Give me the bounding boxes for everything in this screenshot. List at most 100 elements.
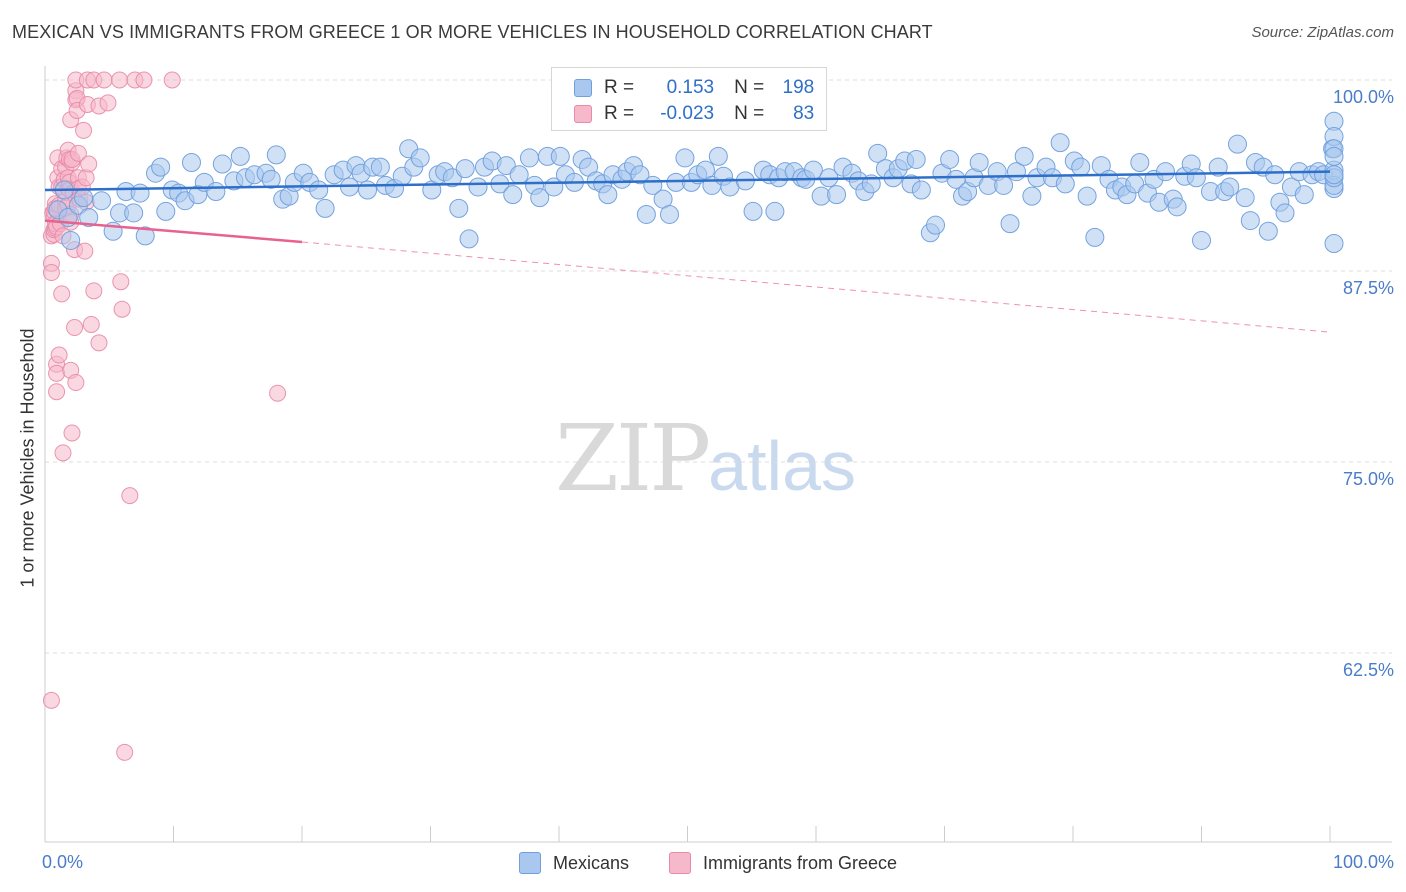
legend-r-label: R =	[604, 103, 635, 124]
data-point-mexicans	[1235, 188, 1255, 208]
data-point-mexicans	[370, 157, 390, 177]
data-point-greece	[135, 71, 153, 89]
legend-r-label: R =	[604, 77, 635, 98]
legend-row-mexicans: R = 0.153 N = 198	[574, 76, 814, 100]
data-point-greece	[42, 691, 60, 709]
data-point-mexicans	[630, 165, 650, 185]
data-point-mexicans	[765, 201, 785, 221]
data-point-greece	[50, 346, 68, 364]
y-tick-label-75: 75.0%	[1342, 469, 1394, 489]
legend-label-greece: Immigrants from Greece	[703, 852, 898, 873]
data-point-mexicans	[519, 148, 539, 168]
data-point-mexicans	[1055, 174, 1075, 194]
data-point-mexicans	[156, 201, 176, 221]
data-point-mexicans	[503, 185, 523, 205]
data-point-mexicans	[61, 230, 81, 250]
data-point-mexicans	[1085, 227, 1105, 247]
y-axis-label: 1 or more Vehicles in Household	[17, 328, 38, 588]
legend-r-value: -0.023	[660, 103, 715, 124]
legend-label-mexicans: Mexicans	[553, 852, 630, 873]
data-point-mexicans	[358, 180, 378, 200]
data-point-mexicans	[1324, 146, 1344, 166]
legend-n-value: 83	[793, 103, 815, 124]
data-point-mexicans	[1071, 157, 1091, 177]
data-point-mexicans	[1192, 230, 1211, 250]
data-point-mexicans	[1258, 221, 1278, 241]
data-point-mexicans	[496, 156, 516, 176]
data-point-mexicans	[509, 165, 529, 185]
data-point-mexicans	[708, 146, 728, 166]
data-point-mexicans	[1220, 177, 1240, 197]
y-tick-label-87-5: 87.5%	[1342, 278, 1394, 298]
data-point-mexicans	[1265, 165, 1285, 185]
data-point-greece	[95, 71, 113, 89]
trend-line-mexicans	[44, 170, 1331, 192]
data-point-mexicans	[911, 180, 931, 200]
legend-item-greece[interactable]: Immigrants from Greece	[669, 852, 897, 874]
x-tick-label-100: 100.0%	[1332, 852, 1394, 872]
x-tick-label-0: 0.0%	[42, 852, 84, 872]
data-point-greece	[269, 384, 287, 402]
data-point-mexicans	[181, 153, 201, 173]
data-point-greece	[113, 300, 131, 318]
data-point-mexicans	[410, 148, 430, 168]
data-point-mexicans	[1324, 165, 1344, 185]
series-legend: Mexicans Immigrants from Greece	[0, 852, 1406, 878]
data-point-mexicans	[1324, 233, 1344, 253]
data-point-mexicans	[1227, 134, 1247, 154]
data-point-mexicans	[1275, 203, 1295, 223]
data-point-mexicans	[309, 180, 329, 200]
data-point-mexicans	[92, 191, 112, 211]
data-point-mexicans	[1022, 186, 1042, 206]
data-point-mexicans	[74, 188, 94, 208]
data-point-mexicans	[1156, 162, 1176, 182]
data-point-mexicans	[1014, 146, 1034, 166]
legend-item-mexicans[interactable]: Mexicans	[519, 852, 629, 874]
data-point-mexicans	[530, 188, 550, 208]
trend-line-greece-dashed	[301, 241, 1331, 333]
data-point-mexicans	[151, 157, 171, 177]
blue-points-group	[48, 111, 1344, 253]
y-tick-label-100: 100.0%	[1332, 87, 1394, 107]
legend-swatch-pink	[574, 105, 592, 123]
data-point-mexicans	[459, 229, 479, 249]
data-point-mexicans	[449, 198, 469, 218]
data-point-greece	[69, 144, 87, 162]
data-point-mexicans	[442, 168, 462, 188]
data-point-greece	[54, 444, 72, 462]
chart-source: Source: ZipAtlas.com	[1251, 24, 1394, 41]
data-point-mexicans	[994, 175, 1014, 195]
data-point-mexicans	[124, 203, 144, 223]
data-point-mexicans	[1130, 153, 1150, 173]
data-point-greece	[75, 121, 93, 139]
data-point-mexicans	[906, 149, 926, 169]
watermark: ZIPatlas	[555, 405, 856, 512]
correlation-legend: R = 0.153 N = 198 R = -0.023 N = 83	[551, 67, 827, 131]
data-point-mexicans	[1050, 133, 1070, 153]
watermark-atlas: atlas	[708, 427, 857, 505]
data-point-greece	[116, 743, 134, 761]
data-point-greece	[42, 264, 60, 282]
data-point-greece	[63, 424, 81, 442]
data-point-mexicans	[1208, 157, 1228, 177]
y-tick-label-62-5: 62.5%	[1342, 660, 1394, 680]
data-point-mexicans	[266, 145, 286, 165]
data-point-mexicans	[940, 149, 960, 169]
data-point-greece	[112, 273, 130, 291]
legend-n-label: N =	[734, 103, 765, 124]
data-point-mexicans	[206, 182, 226, 202]
data-point-greece	[67, 374, 85, 392]
data-point-mexicans	[230, 146, 250, 166]
data-point-greece	[76, 242, 94, 260]
data-point-mexicans	[675, 148, 695, 168]
data-point-mexicans	[315, 198, 335, 218]
data-point-greece	[163, 71, 181, 89]
data-point-mexicans	[550, 146, 570, 166]
data-point-mexicans	[1000, 214, 1020, 234]
data-point-mexicans	[868, 143, 888, 163]
legend-swatch-greece	[669, 852, 691, 874]
data-point-greece	[111, 71, 129, 89]
legend-n-value: 198	[782, 77, 815, 98]
data-point-greece	[48, 364, 66, 382]
